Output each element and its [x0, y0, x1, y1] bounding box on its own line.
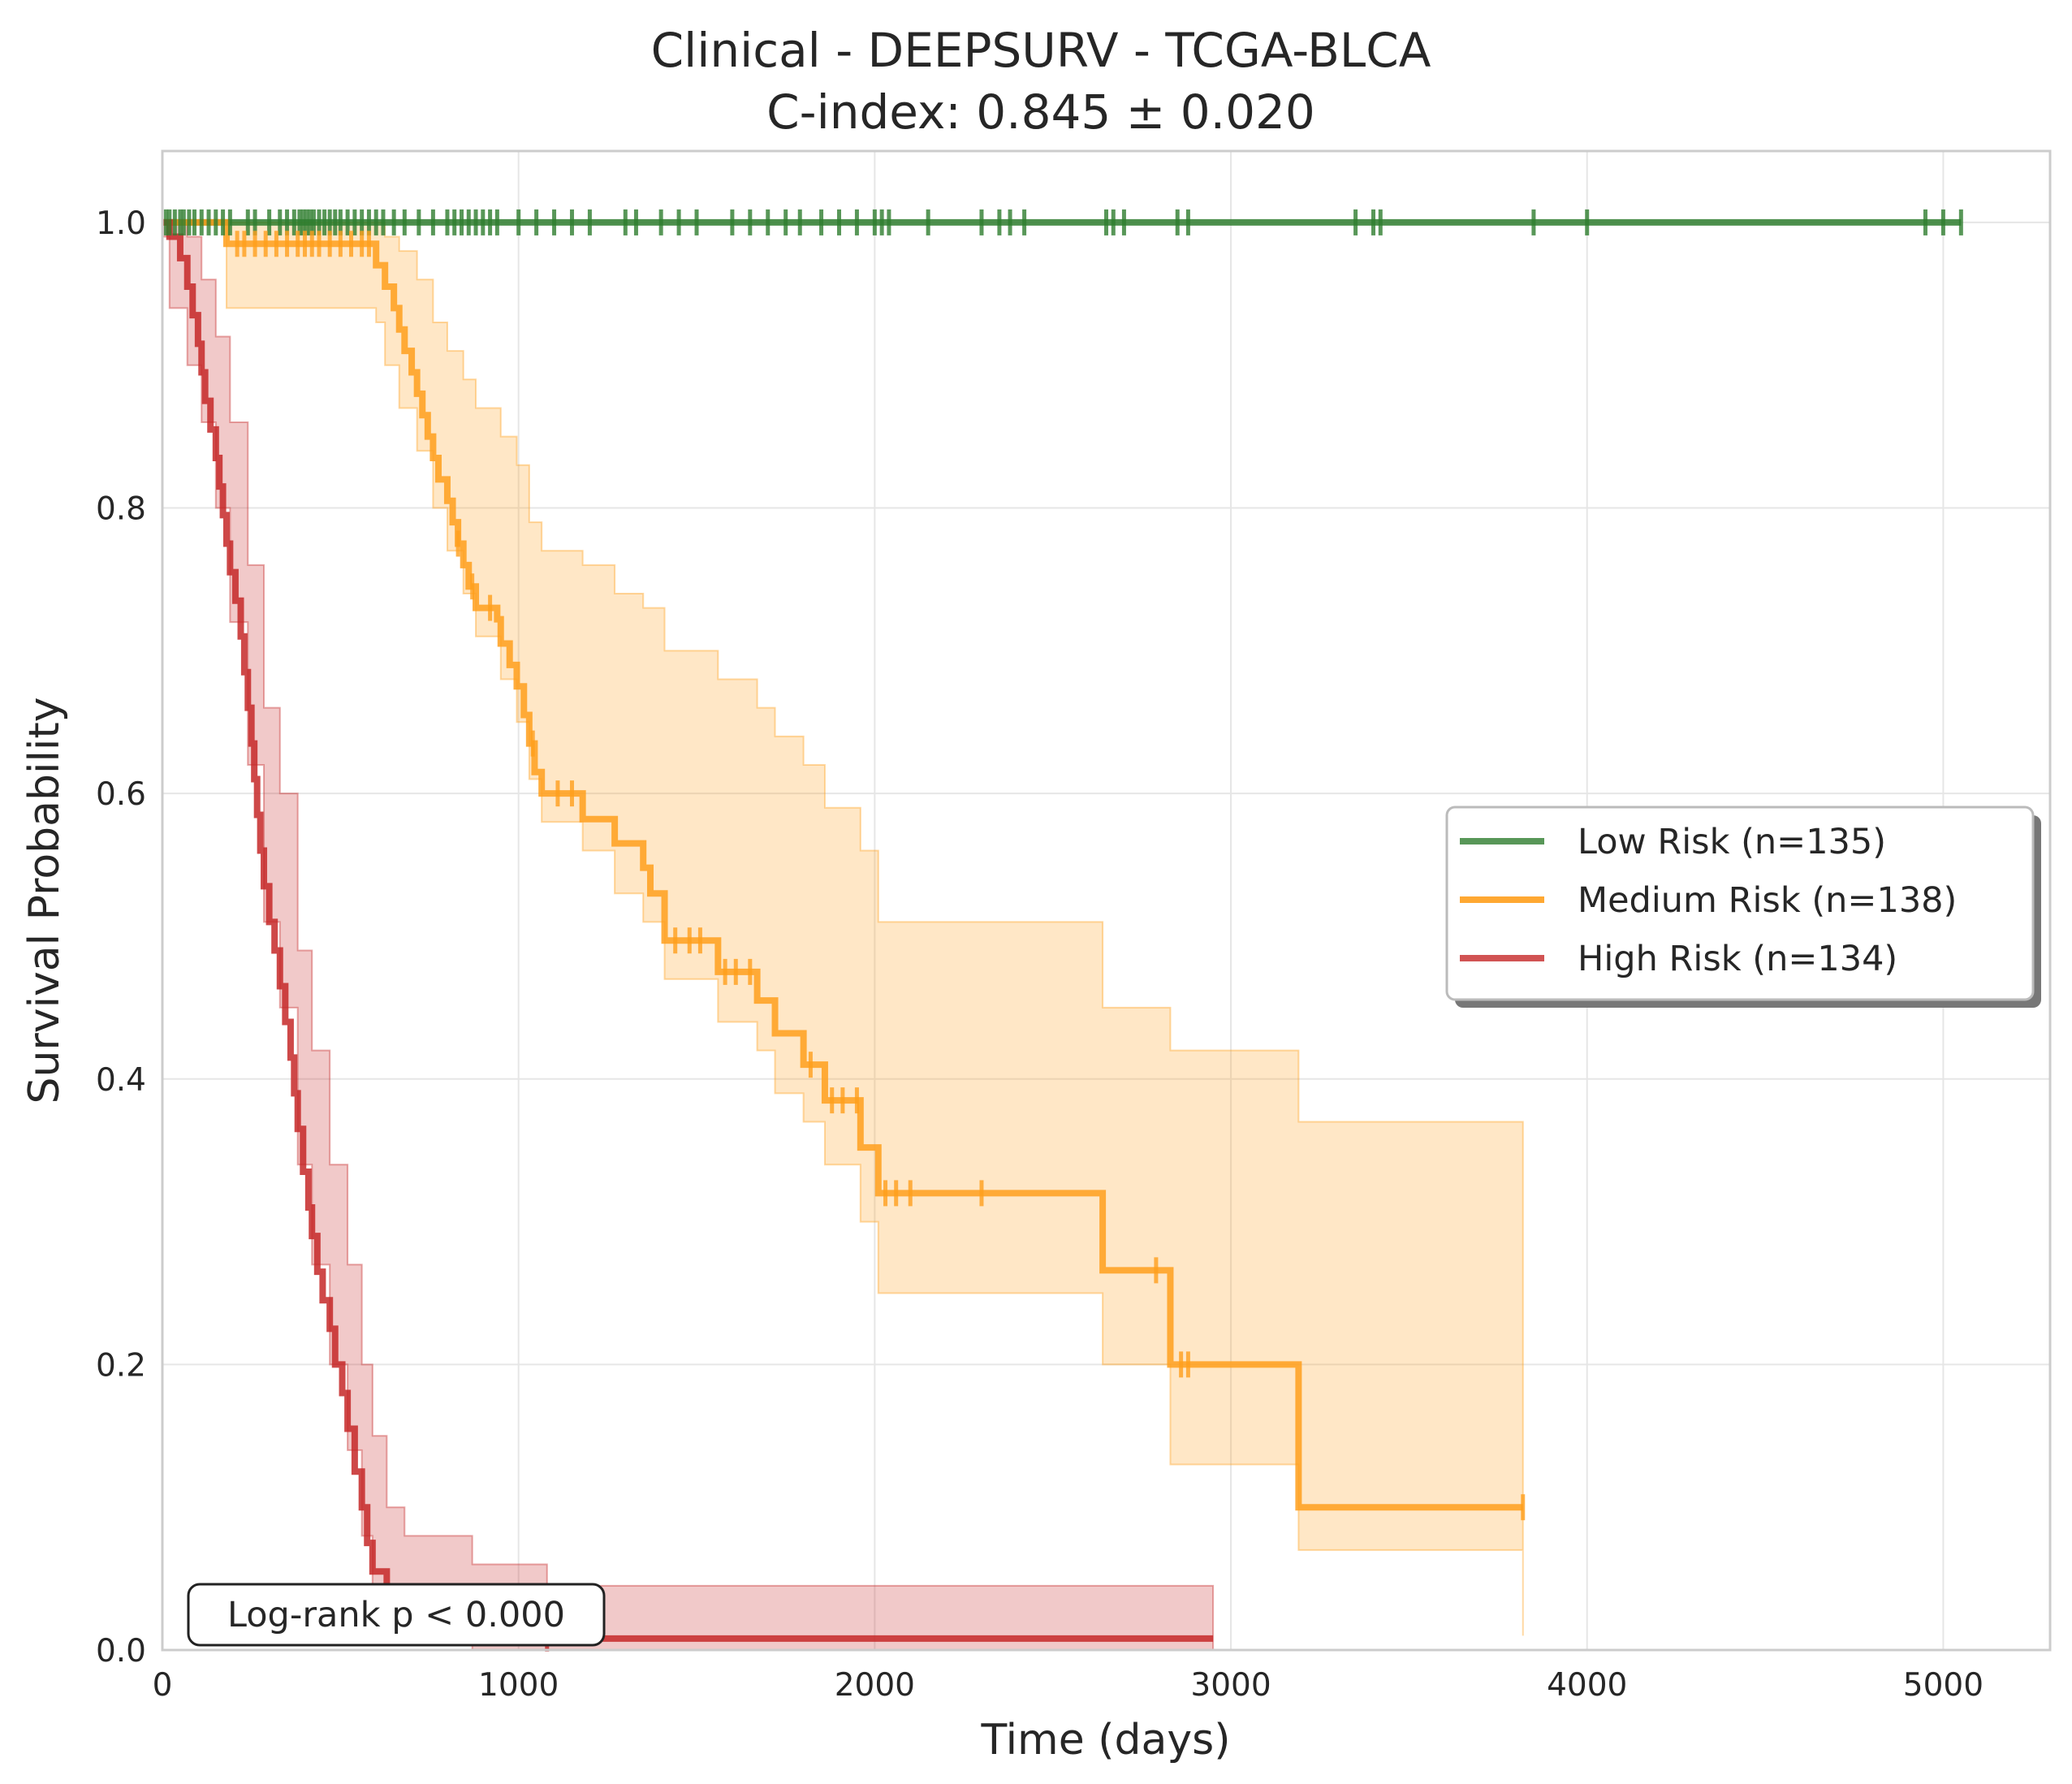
y-axis-label: Survival Probability [20, 697, 69, 1104]
annotation-box [187, 1583, 606, 1647]
y-tick-label: 0.0 [96, 1633, 146, 1670]
y-tick-label: 0.6 [96, 776, 146, 813]
x-tick-label: 5000 [1903, 1667, 1984, 1704]
y-axis-ticks: 0.0 0.2 0.4 0.6 0.8 1.0 [96, 205, 146, 1670]
y-tick-label: 1.0 [96, 205, 146, 242]
chart-title: Clinical - DEEPSURV - TCGA-BLCA [651, 23, 1431, 78]
ci-band-medium [162, 221, 1524, 1636]
legend: Low Risk (n=135) Medium Risk (n=138) Hig… [1445, 806, 2041, 1008]
y-tick-label: 0.8 [96, 491, 146, 528]
x-tick-label: 2000 [835, 1667, 915, 1704]
chart-subtitle: C-index: 0.845 ± 0.020 [766, 84, 1315, 140]
y-tick-label: 0.4 [96, 1062, 146, 1099]
curve-high [162, 218, 1214, 1642]
x-tick-label: 4000 [1547, 1667, 1627, 1704]
x-tick-label: 3000 [1190, 1667, 1271, 1704]
logrank-annotation: Log-rank p < 0.000 [187, 1583, 606, 1647]
x-axis-label: Time (days) [980, 1716, 1230, 1765]
y-tick-label: 0.2 [96, 1347, 146, 1384]
legend-label-high: High Risk (n=134) [1578, 939, 1897, 979]
x-tick-label: 1000 [478, 1667, 559, 1704]
x-tick-label: 0 [153, 1667, 173, 1704]
legend-label-medium: Medium Risk (n=138) [1578, 880, 1957, 921]
curve-medium [162, 218, 1523, 1511]
legend-box [1445, 806, 2035, 1001]
x-axis-ticks: 0 1000 2000 3000 4000 5000 [153, 1667, 1984, 1704]
legend-label-low: Low Risk (n=135) [1578, 822, 1886, 862]
plot-frame [161, 149, 2052, 1652]
annotation-text: Log-rank p < 0.000 [227, 1595, 565, 1635]
